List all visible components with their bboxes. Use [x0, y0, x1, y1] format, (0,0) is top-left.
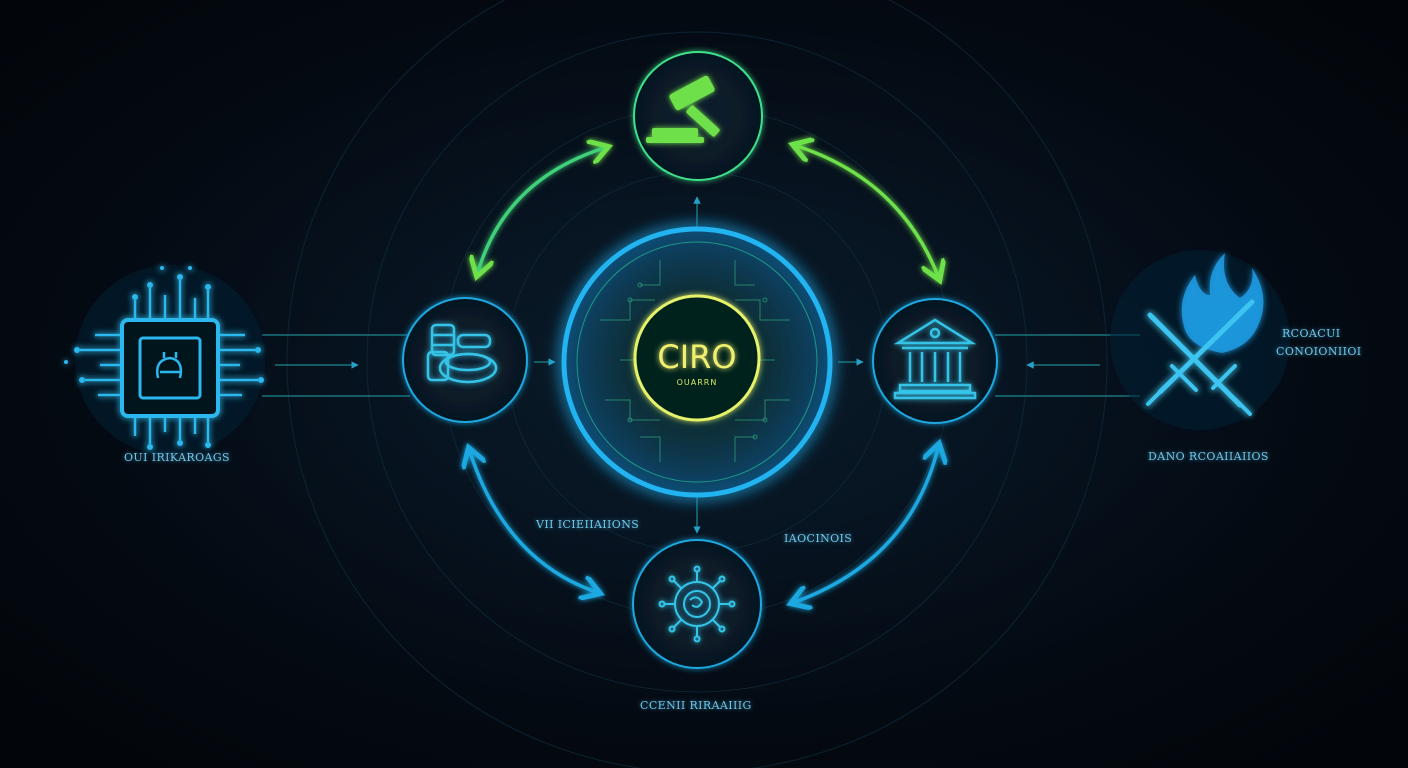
arc-top-to-right	[797, 146, 938, 276]
label-far-left: OUI IRIKAROAGS	[124, 451, 230, 464]
node-left	[402, 297, 528, 423]
arc-left-to-bottom	[470, 452, 596, 592]
label-bottom-node: CCENII RIRAAIIIG	[640, 699, 752, 712]
circuit-pattern	[600, 260, 790, 462]
core-inner-ring	[633, 294, 761, 422]
node-top	[633, 51, 763, 181]
arc-bottom-to-right	[795, 448, 938, 602]
label-far-right-bottom: DANO RCOAIIAIIOS	[1148, 450, 1269, 463]
crossed-swords-icon	[1110, 250, 1290, 430]
label-far-right-top: RCOACUI	[1282, 327, 1341, 340]
virus-icon	[658, 565, 736, 643]
node-right	[872, 298, 998, 424]
core-title: CIRO	[657, 338, 736, 376]
gavel-icon	[646, 75, 720, 143]
label-far-right-sub: CONOIONIIOI	[1276, 345, 1362, 358]
label-bottom-left-arc: VII ICIEIIAIIONS	[536, 518, 640, 531]
label-bottom-right-arc: IAOCINOIS	[784, 532, 853, 545]
ciro-core: CIRO OUARRN	[547, 212, 847, 512]
node-bottom	[632, 539, 762, 669]
courthouse-icon	[893, 318, 977, 400]
coin-stack-icon	[426, 323, 498, 384]
core-subtitle: OUARRN	[677, 378, 718, 387]
microchip-icon	[64, 265, 265, 455]
cycle-arcs	[470, 146, 938, 602]
arc-left-to-top	[478, 148, 604, 272]
